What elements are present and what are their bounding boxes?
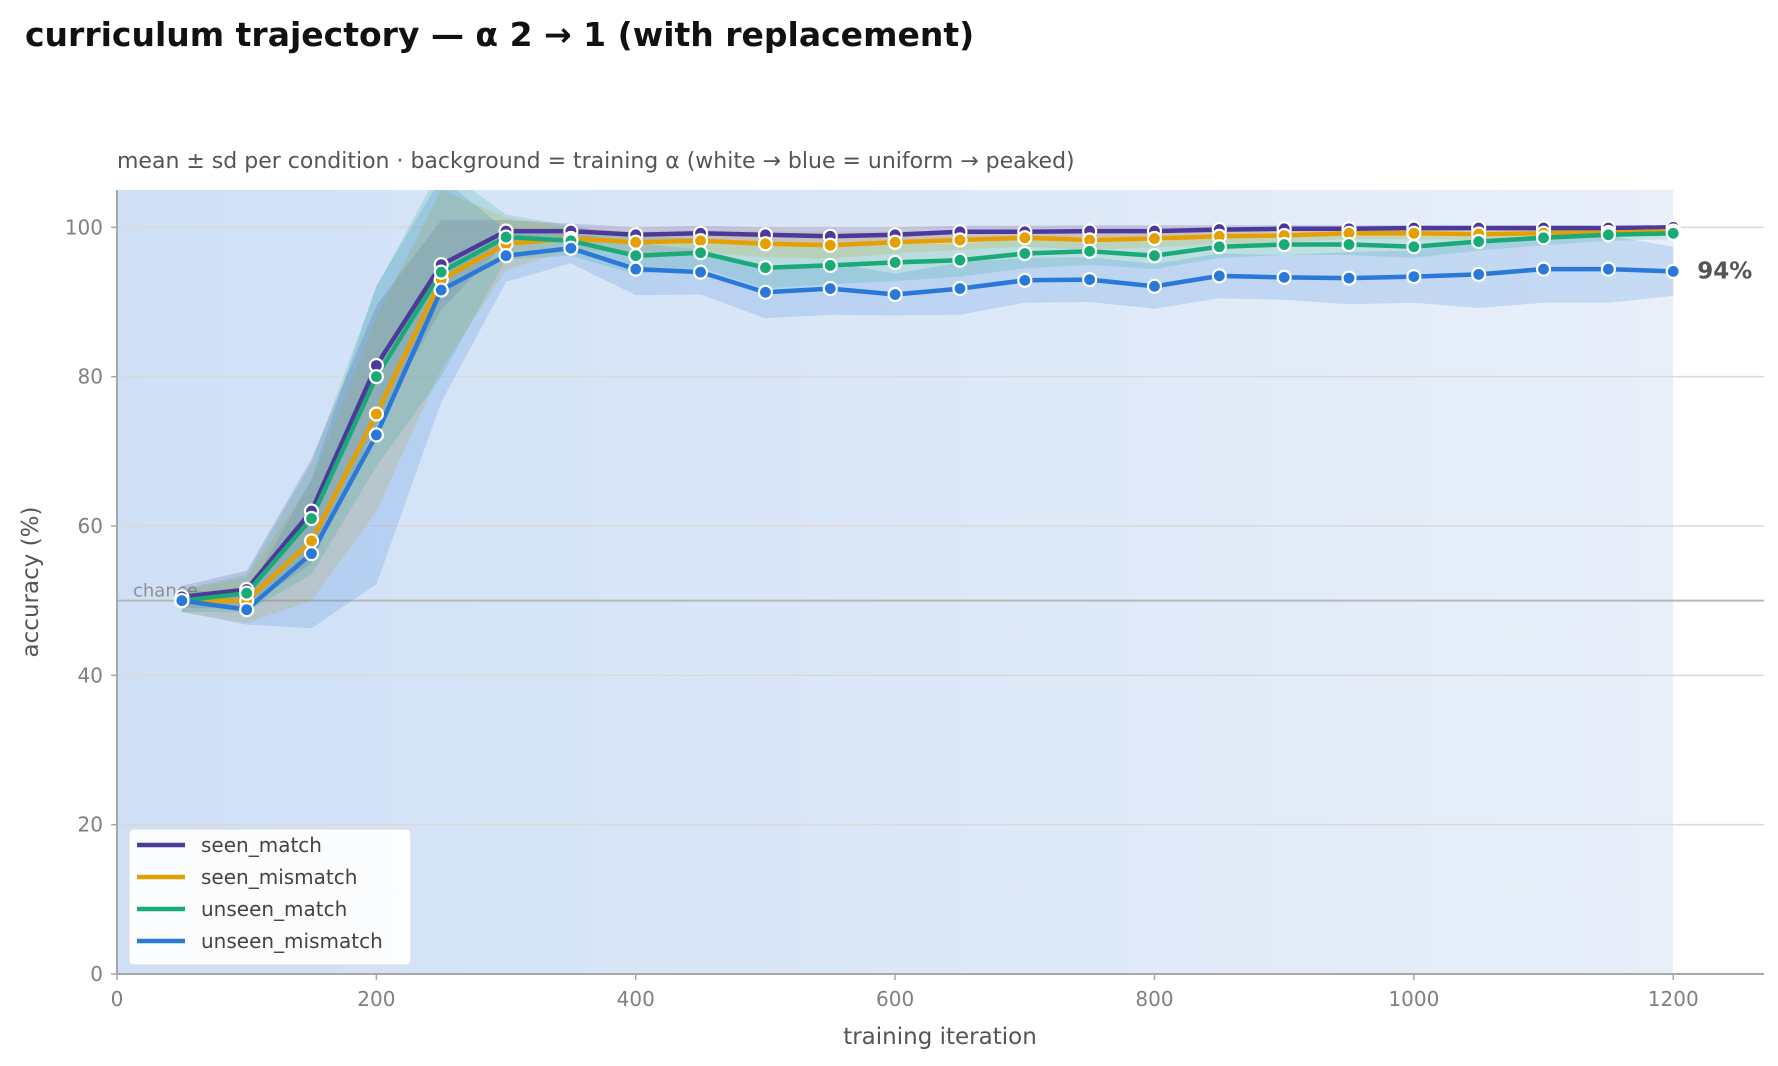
marker-unseen_mismatch-950: [1341, 270, 1357, 286]
marker-unseen_mismatch-200: [368, 427, 384, 443]
x-tick-label-800: 800: [1135, 987, 1173, 1011]
marker-unseen_mismatch-1150: [1600, 261, 1616, 277]
gridlines: [117, 226, 1764, 826]
x-axis-ticks: 0 200 400 600 800 1000 1200: [111, 974, 1699, 1011]
marker-unseen_match-1000: [1406, 239, 1422, 255]
y-tick-label-80: 80: [78, 365, 103, 389]
marker-unseen_mismatch-750: [1082, 272, 1098, 288]
y-tick-label-60: 60: [78, 514, 103, 538]
marker-unseen_mismatch-1200: [1665, 263, 1681, 279]
sd-band-unseen_mismatch: [181, 190, 1674, 629]
marker-seen_mismatch-150: [303, 533, 320, 549]
marker-unseen_mismatch-850: [1211, 268, 1227, 284]
marker-seen_mismatch-600: [887, 234, 903, 250]
marker-unseen_match-1050: [1471, 233, 1487, 250]
marker-unseen_match-750: [1082, 243, 1098, 259]
marker-unseen_mismatch-900: [1276, 269, 1292, 285]
marker-seen_mismatch-500: [757, 236, 774, 252]
marker-unseen_match-550: [822, 257, 838, 274]
marker-unseen_match-200: [368, 369, 384, 385]
legend-label-seen_mismatch: seen_mismatch: [201, 865, 357, 889]
series-line-unseen_mismatch: [179, 245, 1676, 612]
legend: seen_match seen_mismatch unseen_matchunsee…: [128, 828, 412, 966]
marker-unseen_match-600: [887, 254, 903, 271]
marker-unseen_match-1150: [1600, 227, 1616, 243]
marker-unseen_mismatch-1100: [1535, 261, 1552, 277]
marker-unseen_match-450: [692, 245, 709, 261]
marker-unseen_mismatch-350: [563, 240, 579, 256]
marker-seen_mismatch-700: [1017, 230, 1033, 246]
marker-unseen_match-1200: [1665, 225, 1681, 241]
chart-subtitle: mean ± sd per condition · background = t…: [117, 149, 1075, 174]
marker-unseen_match-500: [757, 260, 774, 276]
x-tick-label-0: 0: [111, 987, 124, 1011]
y-tick-label-40: 40: [78, 663, 103, 687]
marker-unseen_match-900: [1276, 236, 1292, 253]
y-tick-label-100: 100: [65, 215, 103, 239]
x-tick-label-1200: 1200: [1648, 987, 1699, 1011]
marker-seen_mismatch-200: [368, 406, 384, 422]
x-axis-label: training iteration: [843, 1024, 1037, 1050]
x-tick-label-400: 400: [617, 987, 655, 1011]
y-axis-ticks: 0 20 40 60 80 100: [65, 215, 117, 986]
marker-unseen_match-700: [1017, 245, 1033, 262]
marker-unseen_mismatch-800: [1146, 278, 1163, 294]
x-tick-label-600: 600: [876, 987, 914, 1011]
marker-seen_mismatch-400: [628, 234, 644, 250]
marker-unseen_mismatch-100: [239, 602, 255, 618]
marker-unseen_mismatch-1000: [1406, 269, 1422, 285]
marker-unseen_mismatch-550: [822, 280, 838, 297]
marker-unseen_match-800: [1146, 248, 1163, 264]
legend-label-seen_match: seen_match: [201, 833, 322, 857]
marker-unseen_mismatch-1050: [1471, 266, 1487, 282]
series-markers: [174, 219, 1681, 618]
series-line-unseen_match: [179, 231, 1676, 603]
legend-item-unseen_mismatch: unseen_mismatch: [137, 929, 383, 953]
marker-unseen_mismatch-650: [952, 280, 968, 297]
x-tick-label-200: 200: [357, 987, 395, 1011]
legend-label-unseen_match: unseen_match: [201, 897, 347, 921]
series-line-seen_mismatch: [179, 228, 1676, 603]
marker-unseen_match-100: [239, 585, 255, 601]
y-tick-label-20: 20: [78, 813, 103, 837]
y-tick-label-0: 0: [90, 962, 103, 986]
marker-unseen_mismatch-500: [757, 284, 774, 300]
marker-unseen_match-400: [628, 248, 644, 264]
legend-item-seen_mismatch: seen_mismatch: [137, 865, 357, 889]
marker-unseen_mismatch-450: [692, 264, 709, 280]
marker-unseen_match-950: [1341, 236, 1357, 253]
marker-seen_mismatch-650: [952, 232, 968, 248]
legend-item-unseen_match: unseen_match: [137, 897, 347, 921]
axes: [116, 190, 1764, 975]
marker-unseen_mismatch-400: [628, 261, 644, 277]
marker-seen_mismatch-550: [822, 237, 838, 253]
series-lines: [179, 225, 1676, 612]
series-line-seen_match: [179, 225, 1676, 600]
marker-seen_mismatch-1000: [1406, 225, 1422, 241]
marker-unseen_match-150: [303, 510, 320, 527]
marker-unseen_mismatch-600: [887, 286, 903, 303]
chart-title: curriculum trajectory — α 2 → 1 (with re…: [25, 15, 974, 54]
marker-unseen_mismatch-150: [303, 546, 320, 562]
marker-unseen_mismatch-50: [174, 593, 190, 609]
marker-unseen_match-250: [433, 264, 449, 280]
marker-unseen_match-1100: [1535, 230, 1552, 246]
x-tick-label-1000: 1000: [1388, 987, 1439, 1011]
marker-seen_mismatch-800: [1146, 230, 1163, 247]
marker-unseen_mismatch-250: [433, 282, 449, 298]
marker-unseen_match-850: [1211, 239, 1227, 255]
legend-label-unseen_mismatch: unseen_mismatch: [201, 929, 383, 953]
marker-unseen_match-300: [498, 229, 514, 245]
marker-unseen_match-650: [952, 252, 968, 268]
end-value-label: 94%: [1697, 258, 1752, 284]
marker-unseen_mismatch-300: [498, 248, 514, 264]
legend-box: [128, 828, 412, 966]
marker-unseen_mismatch-700: [1017, 272, 1033, 288]
legend-item-seen_match: seen_match: [137, 833, 322, 857]
y-axis-label: accuracy (%): [18, 507, 44, 658]
